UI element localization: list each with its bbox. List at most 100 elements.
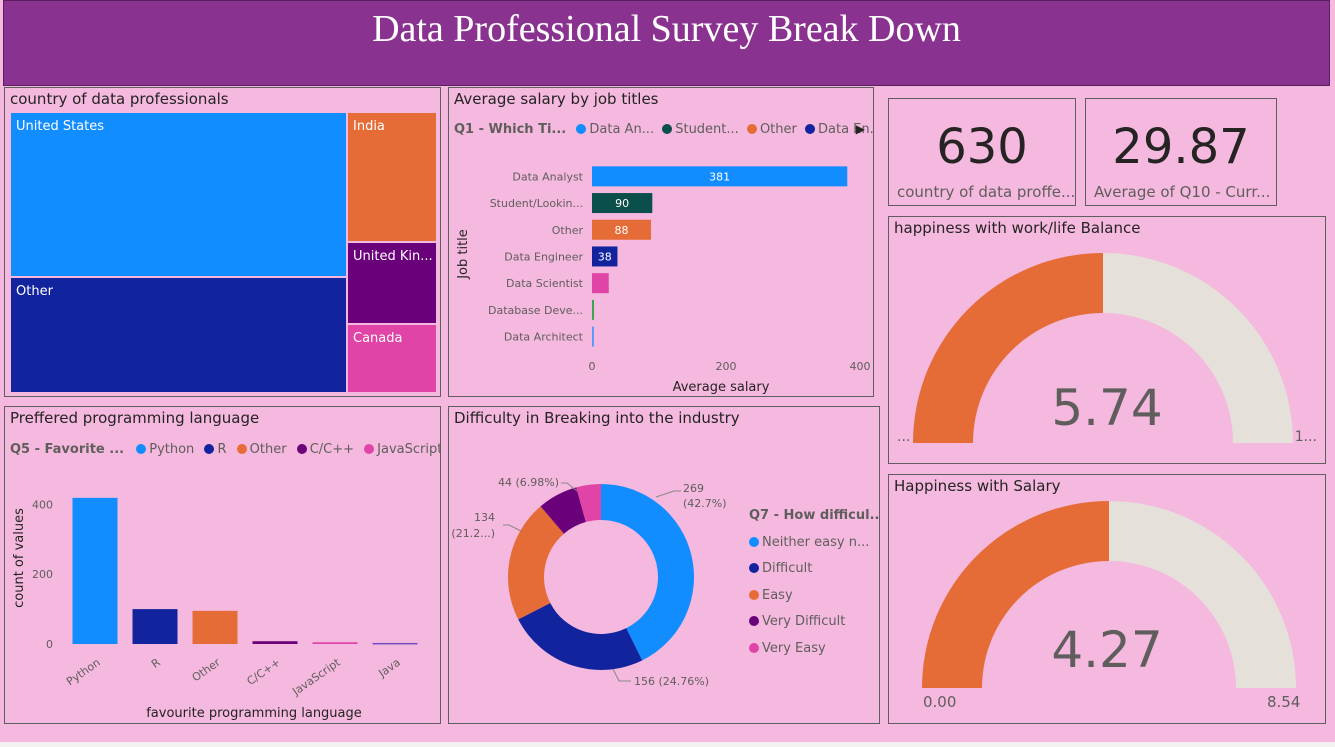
salary-chart-title: Average salary by job titles [454,90,659,108]
x-axis-title: favourite programming language [146,706,362,721]
legend-dot-2 [749,589,759,600]
donut-legend: Q7 - How difficul... Neither easy n... D… [749,503,880,663]
bar [312,642,358,644]
donut-slice [540,487,586,534]
legend-row-2[interactable]: Easy [749,583,879,610]
legend-item-1: Difficult [762,561,813,576]
salary-chart-panel[interactable]: Average salary by job titles Q1 - Which … [448,87,874,397]
legend-item-1[interactable]: R [217,442,227,457]
gauge-work-max: 1... [1294,429,1317,445]
legend-row-4[interactable]: Very Easy [749,636,879,663]
legend-dot-1 [749,563,759,573]
legend-item-3[interactable]: Data En... [818,122,874,137]
count-card: 630 country of data proffe... [888,98,1076,206]
treemap-cell-label: United States [16,119,105,134]
legend-dot-2 [746,124,757,134]
legend-item-0[interactable]: Data An... [589,122,655,137]
treemap-cell-label: Canada [353,331,403,346]
legend-item-3[interactable]: C/C++ [309,442,355,457]
legend-item-2: Easy [762,587,793,603]
legend-title: Q7 - How difficul... [749,508,880,523]
bar [372,642,418,645]
average-card-value: 29.87 [1112,119,1250,175]
gauge-fill [913,253,1103,443]
data-label: 381 [709,170,730,183]
bar [592,193,653,214]
x-tick-label: 400 [850,360,871,373]
salary-bar-chart: Data Analyst 381 Student/Lookin... 90 Other 8… [456,166,871,395]
leader-line [655,490,681,498]
gauge-work [913,253,1293,443]
treemap-cell-other[interactable]: Other [10,277,347,393]
bar [592,246,618,267]
x-tick-label: Java [375,656,402,681]
donut-chart-panel[interactable]: Difficulty in Breaking into the industry… [448,406,880,724]
gauge-salary-panel[interactable]: Happiness with Salary 4.27 0.00 8.54 [888,474,1326,724]
gauge-salary-value: 4.27 [1051,621,1163,679]
legend-dot-0 [136,444,147,454]
treemap-cell-united-states[interactable]: United States [10,112,347,277]
legend-dot-1 [662,124,673,134]
legend-dot-0 [749,536,759,547]
data-label: 156 (24.76%) [634,675,709,688]
y-tick-label: Data Analyst [512,170,583,183]
legend-row-3[interactable]: Very Difficult [749,609,879,636]
treemap-cell-india[interactable]: India [347,112,437,242]
bar [592,166,848,187]
language-chart-panel[interactable]: Preffered programming language Q5 - Favo… [4,406,441,724]
y-tick-label: 0 [46,638,53,651]
legend-dot-3 [296,444,307,454]
data-label: 88 [614,224,628,237]
legend-item-2[interactable]: Other [759,122,797,137]
salary-legend: Q1 - Which Ti... Data An... Student... O… [454,122,874,137]
y-tick-label: Student/Lookin... [490,197,583,210]
y-tick-label: Data Scientist [506,277,584,290]
data-label: 90 [615,197,629,210]
legend-row-1[interactable]: Difficult [749,556,879,583]
treemap-cell-united-kingdom[interactable]: United Kin... [347,242,437,324]
legend-item-2[interactable]: Other [249,442,287,457]
legend-dot-3 [805,124,815,134]
language-chart-title: Preffered programming language [10,409,260,427]
legend-item-1[interactable]: Student... [675,122,739,137]
leader-line [612,668,631,682]
y-axis-title: Job title [456,229,471,280]
x-axis-title: Average salary [673,380,770,395]
data-label: 269 [683,482,704,495]
legend-dot-4 [364,444,375,454]
legend-title: Q1 - Which Ti... [454,122,567,137]
y-tick-label: Database Deve... [488,304,583,317]
gauge-track [1103,253,1293,443]
y-tick-label: Data Engineer [504,250,583,263]
data-label: (42.7%) [683,497,727,510]
treemap-panel[interactable]: country of data professionals United Sta… [4,87,441,397]
legend-dot-2 [236,444,247,454]
gauge-work-min: ... [897,429,911,445]
data-label: 38 [598,250,612,263]
difficulty-donut-chart: 269 (42.7%) 156 (24.76%) 134 (21.2...) 44 (6.… [451,476,727,688]
legend-dot-1 [204,444,215,454]
page-title: Data Professional Survey Break Down [372,8,961,50]
chevron-right-icon[interactable]: ▶ [855,122,865,136]
legend-item-4[interactable]: JavaScript [377,442,441,457]
legend-item-0[interactable]: Python [149,442,195,457]
count-card-value: 630 [936,119,1028,175]
x-tick-label: Other [190,656,223,685]
treemap-cell-label: India [353,119,385,134]
legend-row-0[interactable]: Neither easy n... [749,530,879,557]
donut-slice [507,506,564,620]
bar [592,219,651,240]
page-tabs-bar [0,742,1335,747]
gauge-salary [922,501,1296,688]
gauge-fill [922,501,1109,688]
gauge-work-value: 5.74 [1051,379,1163,437]
bar [192,610,238,644]
gauge-work-title: happiness with work/life Balance [894,219,1141,237]
treemap-cell-canada[interactable]: Canada [347,324,437,393]
bar [132,609,178,644]
donut-slice [576,484,601,523]
gauge-track [1109,501,1296,688]
gauge-salary-max: 8.54 [1267,693,1301,711]
gauge-work-panel[interactable]: happiness with work/life Balance 5.74 ..… [888,216,1326,464]
legend-dot-0 [576,124,587,134]
